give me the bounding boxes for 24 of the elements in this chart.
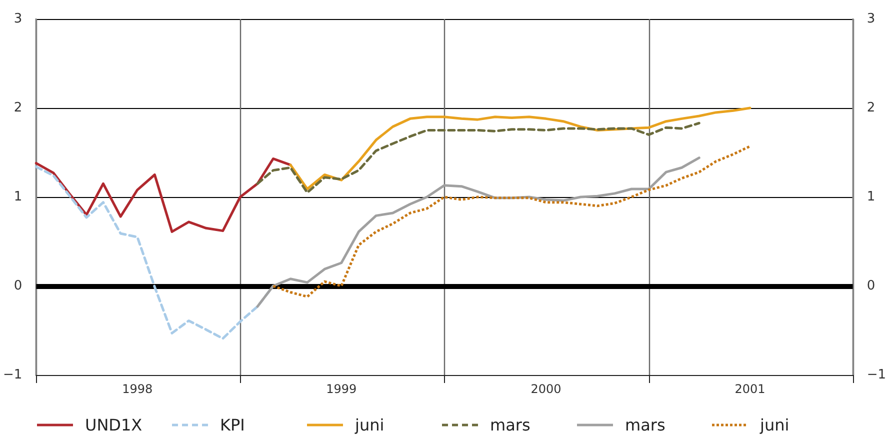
y2-tick-label: 0 bbox=[866, 278, 876, 294]
legend-label: KPI bbox=[220, 416, 245, 434]
y-tick-label: 0 bbox=[14, 278, 22, 294]
x-tick-label: 2000 bbox=[530, 382, 562, 396]
line-series bbox=[256, 122, 700, 194]
legend-label: mars bbox=[625, 416, 666, 434]
x-tick-label: 1998 bbox=[122, 382, 153, 396]
legend-label: UND1X bbox=[85, 416, 142, 434]
y2-tick-label: 2 bbox=[866, 100, 876, 116]
y-tick-label: 3 bbox=[14, 12, 22, 26]
line-series bbox=[34, 157, 292, 233]
y2-tick-label: 1 bbox=[866, 190, 876, 204]
y-tick-label: 2 bbox=[14, 100, 22, 116]
legend-label: mars bbox=[490, 416, 530, 434]
x-tick-label: 1999 bbox=[326, 382, 357, 396]
y2-tick-label: −1 bbox=[866, 368, 886, 382]
y2-tick-label: 3 bbox=[866, 12, 876, 26]
x-tick-label: 2001 bbox=[734, 382, 766, 396]
line-series bbox=[256, 156, 700, 308]
legend-label: juni bbox=[759, 416, 790, 434]
y-tick-label: 1 bbox=[14, 190, 22, 204]
legend-label: juni bbox=[354, 416, 384, 434]
y-tick-label: −1 bbox=[2, 368, 22, 382]
line-series bbox=[272, 145, 752, 298]
